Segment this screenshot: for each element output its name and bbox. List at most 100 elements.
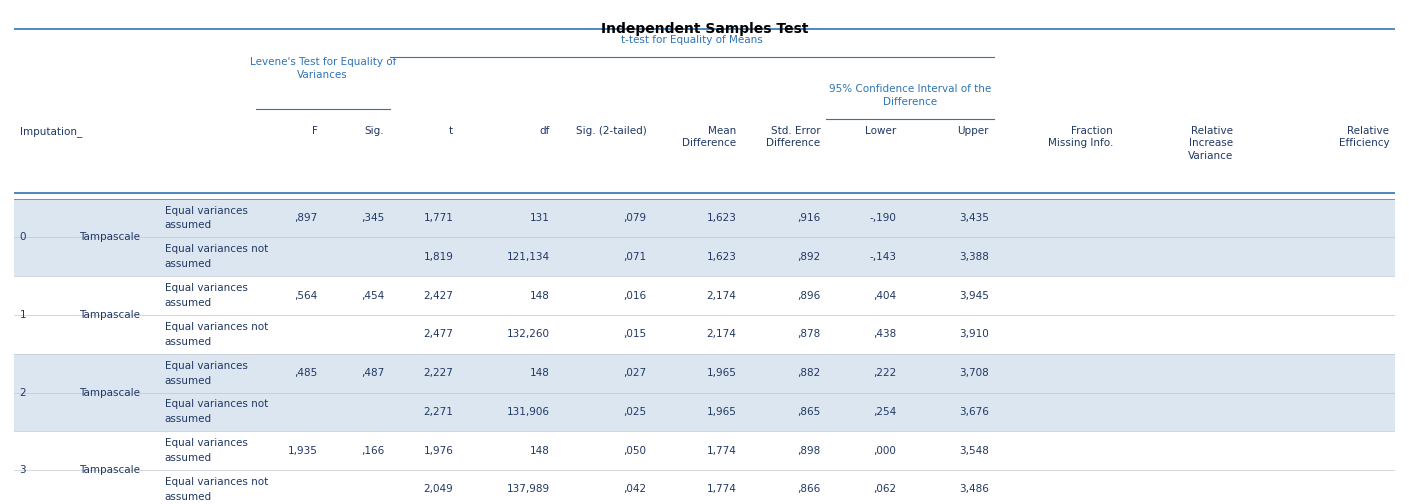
Text: ,042: ,042 bbox=[623, 484, 647, 494]
Text: Tampascale: Tampascale bbox=[79, 310, 139, 320]
Text: Sig. (2-tailed): Sig. (2-tailed) bbox=[576, 126, 647, 136]
Text: 2,427: 2,427 bbox=[423, 291, 454, 300]
Text: t: t bbox=[449, 126, 454, 136]
Text: Tampascale: Tampascale bbox=[79, 388, 139, 398]
Text: Equal variances not: Equal variances not bbox=[165, 244, 268, 255]
Text: Equal variances not: Equal variances not bbox=[165, 322, 268, 332]
Text: 3,676: 3,676 bbox=[960, 407, 989, 417]
Text: Equal variances: Equal variances bbox=[165, 361, 248, 371]
Text: Tampascale: Tampascale bbox=[79, 465, 139, 475]
Text: 3,910: 3,910 bbox=[960, 329, 989, 339]
Text: -,143: -,143 bbox=[869, 252, 896, 262]
Text: ,222: ,222 bbox=[874, 368, 896, 378]
Text: assumed: assumed bbox=[165, 298, 211, 308]
Text: 137,989: 137,989 bbox=[507, 484, 550, 494]
Text: 121,134: 121,134 bbox=[507, 252, 550, 262]
Text: Equal variances not: Equal variances not bbox=[165, 400, 268, 409]
Text: 3,548: 3,548 bbox=[960, 446, 989, 456]
Text: 3,435: 3,435 bbox=[960, 213, 989, 223]
Bar bbox=[14, 393, 1395, 431]
Text: ,878: ,878 bbox=[797, 329, 820, 339]
Text: ,254: ,254 bbox=[874, 407, 896, 417]
Text: 1,976: 1,976 bbox=[423, 446, 454, 456]
Text: 2,227: 2,227 bbox=[423, 368, 454, 378]
Text: ,564: ,564 bbox=[294, 291, 318, 300]
Text: ,865: ,865 bbox=[797, 407, 820, 417]
Text: Relative
Increase
Variance: Relative Increase Variance bbox=[1188, 126, 1233, 161]
Text: 1,965: 1,965 bbox=[706, 407, 737, 417]
Text: ,345: ,345 bbox=[361, 213, 385, 223]
Text: 1,774: 1,774 bbox=[706, 446, 737, 456]
Text: ,050: ,050 bbox=[624, 446, 647, 456]
Text: ,027: ,027 bbox=[623, 368, 647, 378]
Text: 3,388: 3,388 bbox=[960, 252, 989, 262]
Text: 132,260: 132,260 bbox=[507, 329, 550, 339]
Text: 1,819: 1,819 bbox=[423, 252, 454, 262]
Text: Independent Samples Test: Independent Samples Test bbox=[600, 22, 809, 36]
Text: ,896: ,896 bbox=[797, 291, 820, 300]
Text: 2,174: 2,174 bbox=[706, 291, 737, 300]
Text: ,016: ,016 bbox=[623, 291, 647, 300]
Bar bbox=[14, 431, 1395, 470]
Text: 3,708: 3,708 bbox=[960, 368, 989, 378]
Text: 3,486: 3,486 bbox=[960, 484, 989, 494]
Text: ,892: ,892 bbox=[797, 252, 820, 262]
Bar bbox=[14, 199, 1395, 237]
Text: Equal variances: Equal variances bbox=[165, 283, 248, 293]
Text: Sig.: Sig. bbox=[365, 126, 385, 136]
Text: 1,774: 1,774 bbox=[706, 484, 737, 494]
Text: 148: 148 bbox=[530, 446, 550, 456]
Text: assumed: assumed bbox=[165, 414, 211, 424]
Text: Equal variances: Equal variances bbox=[165, 438, 248, 448]
Text: ,898: ,898 bbox=[797, 446, 820, 456]
Text: assumed: assumed bbox=[165, 453, 211, 463]
Text: assumed: assumed bbox=[165, 220, 211, 230]
Text: Levene's Test for Equality of
Variances: Levene's Test for Equality of Variances bbox=[249, 57, 396, 80]
Bar bbox=[14, 276, 1395, 315]
Text: ,438: ,438 bbox=[874, 329, 896, 339]
Text: ,866: ,866 bbox=[797, 484, 820, 494]
Text: assumed: assumed bbox=[165, 337, 211, 347]
Text: 2,477: 2,477 bbox=[423, 329, 454, 339]
Text: 148: 148 bbox=[530, 368, 550, 378]
Text: Equal variances not: Equal variances not bbox=[165, 477, 268, 487]
Text: ,404: ,404 bbox=[874, 291, 896, 300]
Text: 2,049: 2,049 bbox=[424, 484, 454, 494]
Text: 1: 1 bbox=[20, 310, 27, 320]
Text: Upper: Upper bbox=[958, 126, 989, 136]
Text: Equal variances: Equal variances bbox=[165, 206, 248, 216]
Text: 2,174: 2,174 bbox=[706, 329, 737, 339]
Text: assumed: assumed bbox=[165, 259, 211, 269]
Text: ,000: ,000 bbox=[874, 446, 896, 456]
Text: ,025: ,025 bbox=[623, 407, 647, 417]
Text: Tampascale: Tampascale bbox=[79, 232, 139, 242]
Text: 131: 131 bbox=[530, 213, 550, 223]
Text: Mean
Difference: Mean Difference bbox=[682, 126, 737, 149]
Text: 1,623: 1,623 bbox=[706, 213, 737, 223]
Text: Fraction
Missing Info.: Fraction Missing Info. bbox=[1048, 126, 1113, 149]
Text: 3: 3 bbox=[20, 465, 27, 475]
Text: 95% Confidence Interval of the
Difference: 95% Confidence Interval of the Differenc… bbox=[828, 84, 992, 107]
Text: ,897: ,897 bbox=[294, 213, 318, 223]
Text: -,190: -,190 bbox=[869, 213, 896, 223]
Text: df: df bbox=[540, 126, 550, 136]
Bar bbox=[14, 354, 1395, 393]
Text: ,882: ,882 bbox=[797, 368, 820, 378]
Text: 148: 148 bbox=[530, 291, 550, 300]
Text: assumed: assumed bbox=[165, 375, 211, 386]
Text: ,166: ,166 bbox=[361, 446, 385, 456]
Text: 131,906: 131,906 bbox=[507, 407, 550, 417]
Text: Lower: Lower bbox=[865, 126, 896, 136]
Text: 1,771: 1,771 bbox=[423, 213, 454, 223]
Bar bbox=[14, 470, 1395, 504]
Text: t-test for Equality of Means: t-test for Equality of Means bbox=[621, 35, 762, 45]
Text: assumed: assumed bbox=[165, 492, 211, 502]
Text: ,015: ,015 bbox=[623, 329, 647, 339]
Bar bbox=[14, 237, 1395, 276]
Text: 0: 0 bbox=[20, 232, 27, 242]
Text: Relative
Efficiency: Relative Efficiency bbox=[1339, 126, 1389, 149]
Text: ,487: ,487 bbox=[361, 368, 385, 378]
Text: ,071: ,071 bbox=[623, 252, 647, 262]
Text: 2: 2 bbox=[20, 388, 27, 398]
Text: ,485: ,485 bbox=[294, 368, 318, 378]
